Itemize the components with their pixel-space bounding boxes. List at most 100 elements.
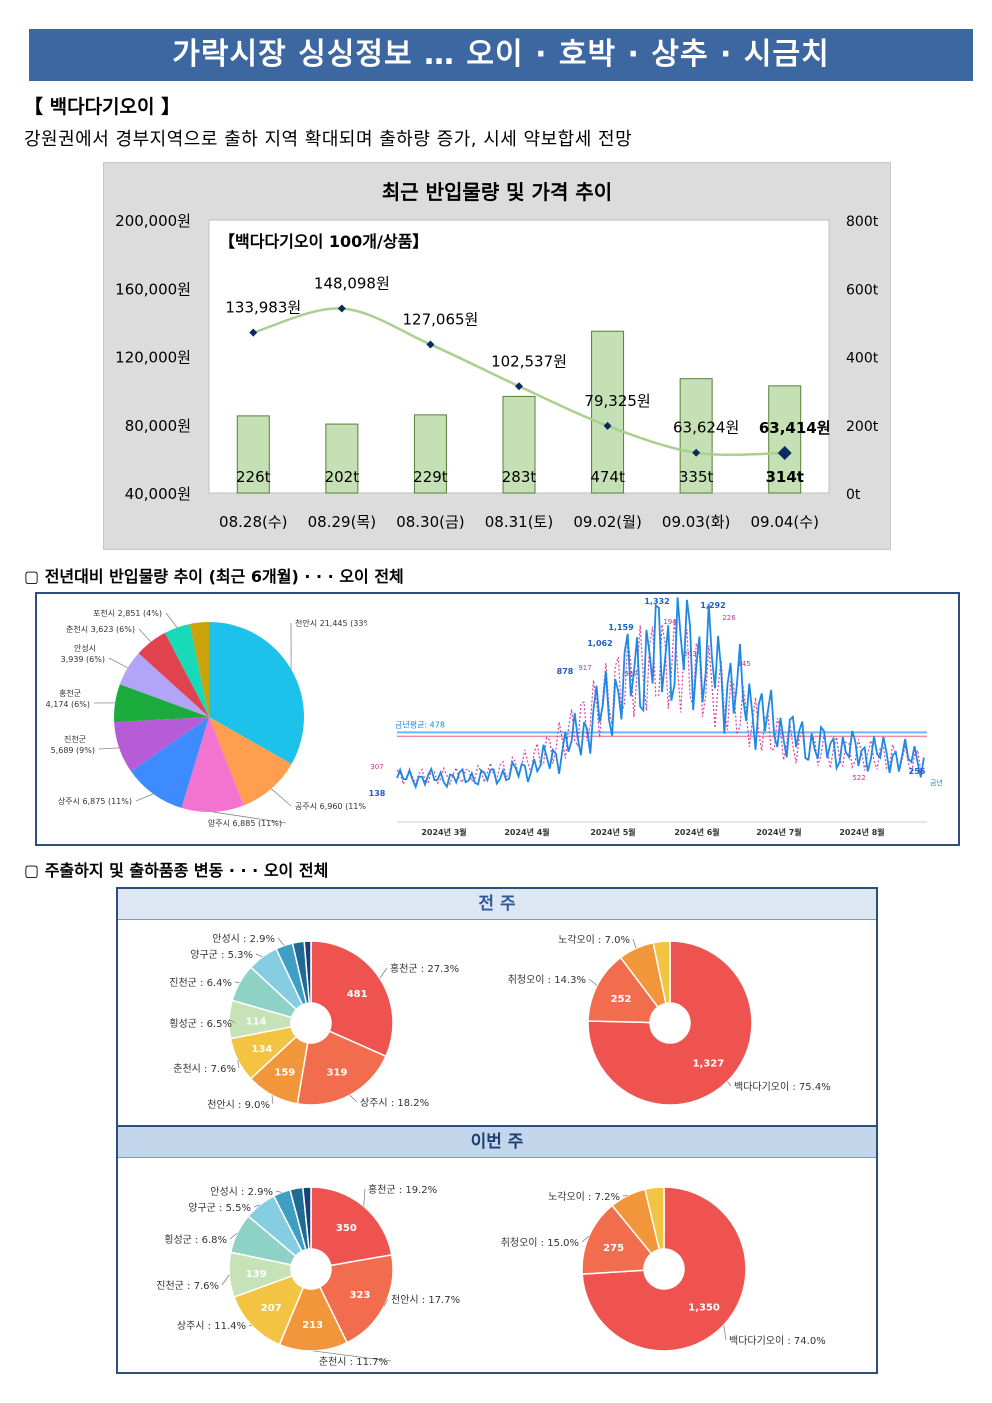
price-marker: [249, 328, 258, 337]
price-marker: [426, 340, 435, 349]
price-marker: [692, 448, 701, 457]
donut-slice: [310, 940, 394, 1058]
donut-leader: [277, 937, 285, 946]
donut-value: 213: [302, 1320, 323, 1331]
this-year-series: [396, 597, 925, 790]
pie-label: 천안시 21,445 (33%): [295, 618, 367, 628]
pie-label: 상주시 6,875 (11%): [58, 796, 132, 806]
price-label: 148,098원: [314, 275, 390, 293]
donut-slice: [318, 1253, 394, 1344]
y-right-tick: 800t: [846, 214, 879, 230]
price-label: 63,414원: [759, 419, 831, 437]
donut-label: 춘천시 : 11.7%: [319, 1356, 388, 1368]
donut-value: 275: [603, 1243, 624, 1254]
donut-value: 319: [327, 1067, 348, 1078]
last-week-donuts: 481 홍천군 : 27.3% 319 상주시 : 18.2% 159 천안시 : 9.0…: [169, 933, 831, 1111]
donut-leader: [237, 1059, 240, 1069]
pie-leader: [138, 628, 152, 643]
month-label: 2024년 5월: [590, 827, 635, 837]
donut-label: 천안시 : 17.7%: [391, 1294, 460, 1306]
section-title: 【 백다다기오이 】: [24, 96, 181, 118]
donut-label: 상주시 : 18.2%: [360, 1097, 429, 1109]
donut-slice: [581, 1186, 747, 1352]
volume-label: 474t: [590, 468, 625, 486]
pie-slice: [114, 684, 209, 723]
pie-leader: [165, 612, 178, 628]
pie-slice: [181, 717, 244, 812]
donut-leader: [228, 1019, 236, 1024]
peak-label: 138: [369, 789, 386, 798]
donut-slice: [581, 1204, 653, 1275]
y-left-tick: 120,000원: [115, 349, 191, 367]
pie-slice: [138, 632, 209, 717]
donut-leader: [632, 938, 637, 949]
pie-label: 양주시 6,885 (11%): [208, 819, 282, 828]
donut-label: 안성시 : 2.9%: [210, 1186, 273, 1198]
donut-leader: [253, 1204, 261, 1208]
donut-value: 481: [347, 989, 368, 1000]
month-label: 2024년 6월: [674, 827, 719, 837]
donut-leader: [229, 1232, 238, 1240]
donut-label: 홍천군 : 27.3%: [390, 962, 459, 975]
pie-leader: [271, 788, 292, 807]
peak-label: 1,062: [587, 639, 612, 648]
donut-label: 진천군 : 7.6%: [156, 1280, 219, 1292]
page-banner: 가락시장 싱싱정보 … 오이 · 호박 · 상추 · 시금치: [29, 29, 973, 81]
market-summary: 강원권에서 경부지역으로 출하 지역 확대되며 출하량 증가, 시세 약보합세 …: [24, 129, 633, 150]
band-last-week: 전 주: [118, 889, 876, 920]
price-label: 127,065원: [403, 310, 479, 328]
last-year-label: 307: [370, 763, 383, 771]
donut-leader: [248, 1324, 252, 1326]
pie-label: 공주시 6,960 (11%): [295, 802, 367, 811]
donut-value: 252: [611, 994, 632, 1005]
price-marker: [603, 421, 612, 430]
donut-slice: [644, 1186, 665, 1251]
peak-label: 1,332: [644, 597, 669, 606]
last-year-label: 145: [737, 660, 750, 668]
volume-label: 314t: [765, 468, 803, 486]
volume-bar: [413, 414, 447, 494]
donut-leader: [726, 1081, 732, 1087]
y-left-tick: 160,000원: [115, 280, 191, 298]
price-marker: [515, 382, 523, 391]
pie-label: 3,939 (6%): [61, 655, 105, 664]
y-right-tick: 0t: [846, 487, 861, 503]
volume-label: 229t: [413, 468, 448, 486]
volume-bar: [325, 423, 359, 494]
price-marker: [337, 304, 346, 313]
month-label: 2024년 3월: [421, 827, 466, 837]
last-year-label: 194: [663, 618, 677, 626]
donut-slice: [303, 940, 312, 1004]
donut-label: 노각오이 : 7.2%: [548, 1191, 620, 1203]
donut-label: 백다다기오이 : 75.4%: [734, 1081, 831, 1093]
volume-label: 226t: [236, 468, 271, 486]
donut-value: 207: [261, 1303, 282, 1314]
band-this-week: 이번 주: [118, 1125, 876, 1158]
donut-slice: [310, 1186, 393, 1267]
trend-panel: 천안시 21,445 (33%) 공주시 6,960 (11%) 양주시 6,885…: [35, 592, 960, 846]
donut-label: 백다다기오이 : 74.0%: [729, 1335, 826, 1347]
volume-price-svg: 최근 반입물량 및 가격 추이 【백다다기오이 100개/상품】 200,000원 1…: [115, 180, 879, 531]
pie-leader: [135, 793, 154, 802]
donut-value: 1,327: [693, 1058, 725, 1069]
donut-leader: [221, 1274, 230, 1286]
donut-leader: [234, 981, 240, 984]
origin-share-pie: 천안시 21,445 (33%) 공주시 6,960 (11%) 양주시 6,885…: [46, 608, 367, 828]
donut-leader: [275, 1190, 282, 1193]
volume-label: 283t: [502, 468, 537, 486]
volume-label: 202t: [325, 468, 360, 486]
donut-label: 노각오이 : 7.0%: [558, 934, 630, 946]
pie-slice: [164, 623, 209, 717]
pie-slice: [119, 653, 209, 717]
pie-label: 5,689 (9%): [51, 746, 95, 755]
donut-leader: [379, 967, 388, 979]
price-label: 63,624원: [673, 419, 739, 437]
avg-label: 금년평균: 478: [395, 719, 445, 729]
peak-label: 256: [909, 767, 926, 776]
donut-value: 134: [251, 1044, 272, 1055]
pie-leader: [212, 811, 287, 824]
donut-label: 진천군 : 6.4%: [169, 977, 232, 989]
donut-slice: [587, 956, 660, 1024]
donut-label: 횡성군 : 6.8%: [164, 1234, 227, 1246]
volume-bar: [236, 415, 270, 494]
